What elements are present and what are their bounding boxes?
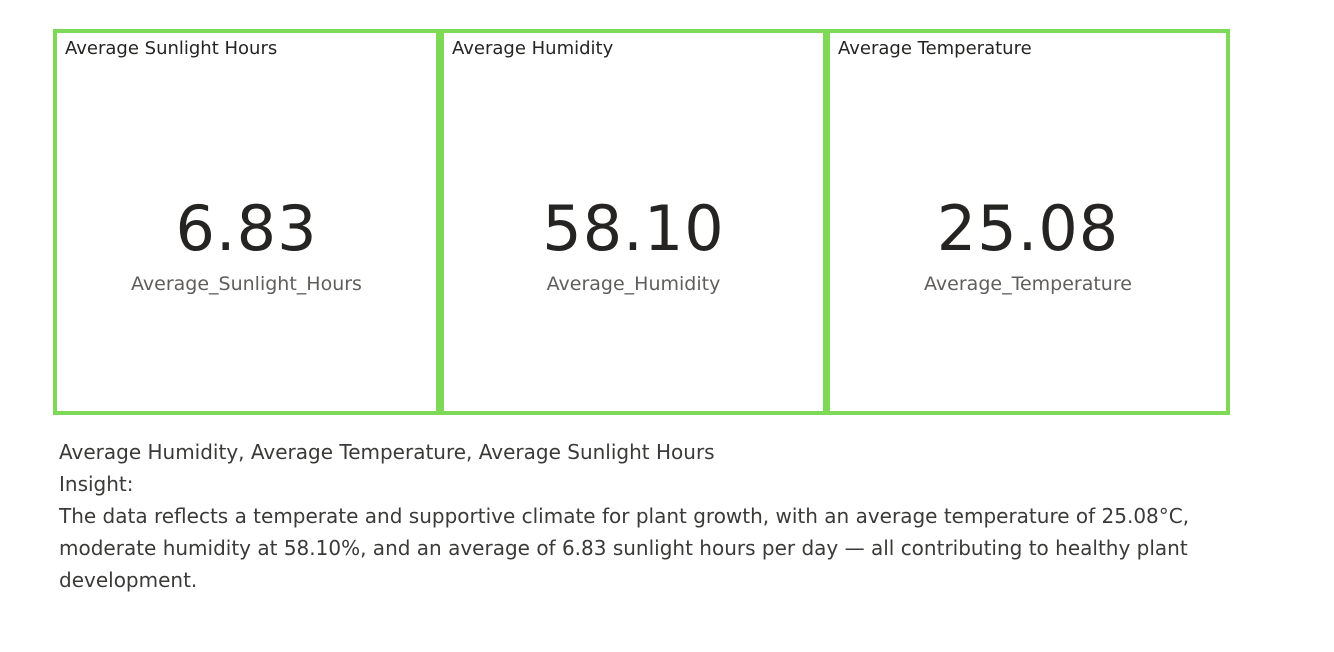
card-title: Average Humidity	[452, 38, 614, 59]
insight-body: The data reflects a temperate and suppor…	[59, 504, 1190, 592]
kpi-card-sunlight-hours[interactable]: Average Sunlight Hours 6.83 Average_Sunl…	[53, 29, 440, 415]
card-caption: Average_Humidity	[546, 273, 721, 295]
insight-label: Insight:	[59, 472, 134, 496]
card-caption: Average_Temperature	[924, 273, 1132, 295]
insight-text-box[interactable]: Average Humidity, Average Temperature, A…	[59, 436, 1219, 596]
card-title: Average Temperature	[838, 38, 1032, 59]
card-value: 58.10	[542, 192, 725, 265]
card-title: Average Sunlight Hours	[65, 38, 278, 59]
kpi-card-temperature[interactable]: Average Temperature 25.08 Average_Temper…	[826, 29, 1230, 415]
card-value: 6.83	[175, 192, 318, 265]
card-caption: Average_Sunlight_Hours	[131, 273, 362, 295]
card-value: 25.08	[936, 192, 1120, 265]
kpi-card-humidity[interactable]: Average Humidity 58.10 Average_Humidity	[440, 29, 827, 415]
insight-heading: Average Humidity, Average Temperature, A…	[59, 440, 715, 464]
